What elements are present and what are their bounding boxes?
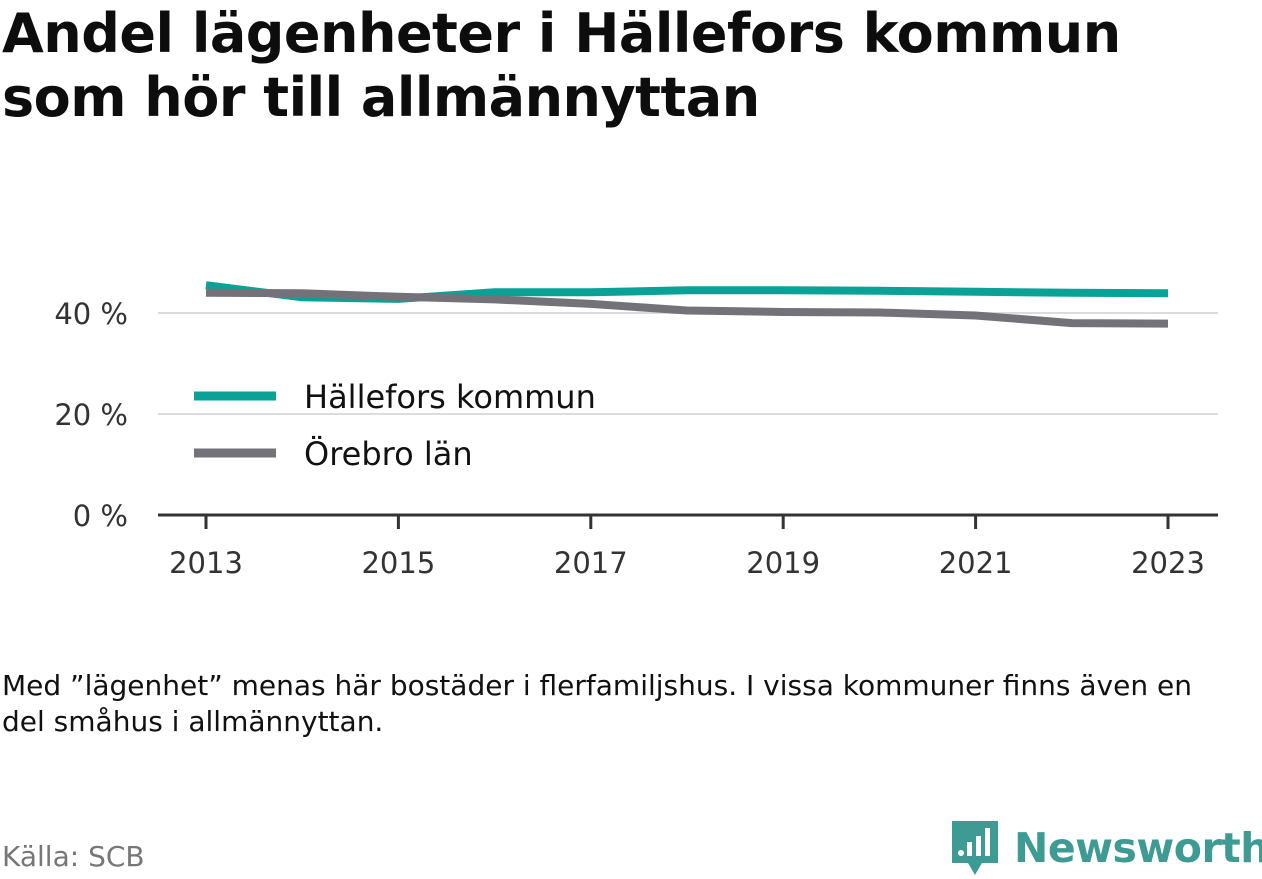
x-tick-label-2021: 2021 [939, 546, 1013, 580]
x-tick-label-2023: 2023 [1131, 546, 1205, 580]
legend-label-1: Örebro län [304, 435, 473, 473]
x-tick-label-2019: 2019 [746, 546, 820, 580]
newsworthy-logo-icon [952, 821, 998, 875]
legend-background [182, 368, 646, 412]
x-axis [158, 513, 1218, 529]
y-tick-label-0: 0 % [73, 499, 128, 533]
legend-label-0: Hällefors kommun [304, 378, 596, 416]
y-tick-labels: 0 % 20 % 40 % [54, 297, 128, 533]
x-tick-label-2013: 2013 [169, 546, 243, 580]
line-chart: 0 % 20 % 40 % 2013 2015 2017 2019 2021 2023 Häl… [54, 281, 1218, 580]
y-tick-label-20: 20 % [54, 398, 128, 432]
x-tick-label-2017: 2017 [554, 546, 628, 580]
legend: Hällefors kommun Örebro län [182, 368, 646, 473]
newsworthy-logo: Newsworthy [950, 818, 1262, 878]
x-tick-labels: 2013 2015 2017 2019 2021 2023 [169, 546, 1205, 580]
footnote: Med ”lägenhet” menas här bostäder i fler… [2, 669, 1192, 738]
series-line-1 [205, 288, 1169, 328]
series-lines [205, 281, 1169, 328]
y-tick-label-40: 40 % [54, 297, 128, 331]
x-tick-label-2015: 2015 [361, 546, 435, 580]
chart-title: Andel lägenheter i Hällefors kommun som … [2, 2, 1121, 129]
newsworthy-logo-text: Newsworthy [1014, 824, 1262, 872]
source-label: Källa: SCB [2, 840, 145, 873]
